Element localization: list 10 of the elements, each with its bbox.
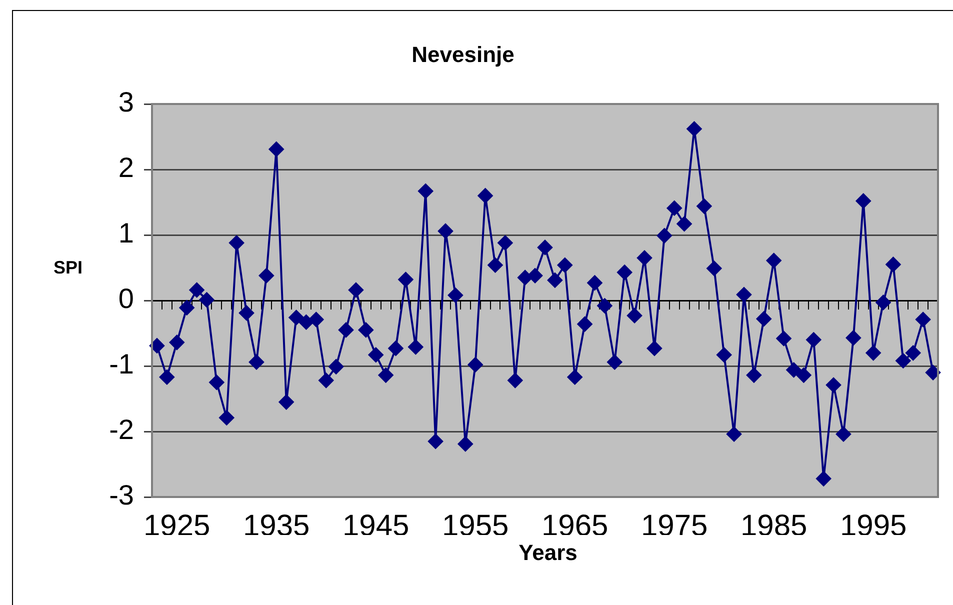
chart-title: Nevesinje <box>412 42 514 68</box>
y-tick-label: -3 <box>109 480 134 511</box>
y-tick-label: 2 <box>118 152 134 184</box>
x-axis-title: Years <box>518 540 578 566</box>
y-axis-title: SPI <box>53 258 83 278</box>
y-tick-label: 3 <box>118 86 134 118</box>
y-tick-label: 1 <box>118 218 134 249</box>
y-tick-label: 0 <box>118 283 134 314</box>
y-tick-label: -1 <box>109 348 134 380</box>
y-tick-label: -2 <box>109 414 134 446</box>
